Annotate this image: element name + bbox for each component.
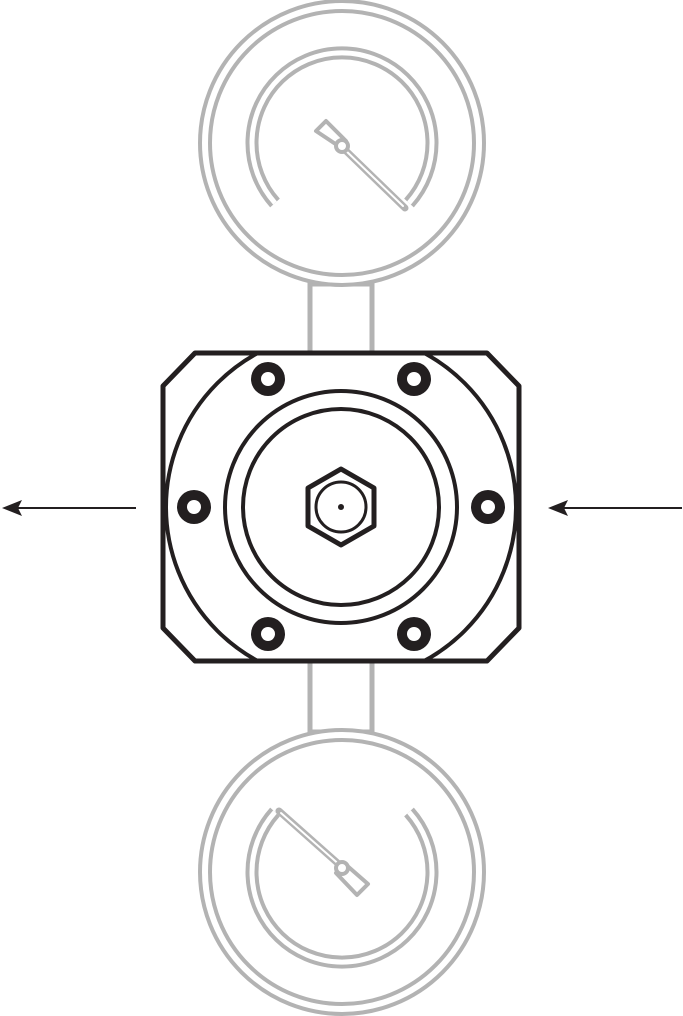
- bolt-icon: [251, 362, 285, 396]
- bonnet-inner-ring: [241, 407, 441, 607]
- outlet-pressure-gauge: [198, 728, 486, 1016]
- regulator-body: [160, 350, 522, 664]
- bolt-icon: [397, 362, 431, 396]
- bottom-gauge-stem: [307, 657, 375, 735]
- hex-nut-icon: [305, 466, 377, 548]
- bolt-icon: [397, 617, 431, 651]
- inlet-flow-arrow: [548, 500, 682, 516]
- flange-ring: [164, 353, 518, 661]
- bolt-icon: [251, 617, 285, 651]
- gauge-needle-icon: [275, 807, 370, 897]
- outlet-flow-arrow: [2, 500, 136, 516]
- gauge-needle-icon: [314, 119, 409, 212]
- inlet-pressure-gauge: [198, 0, 486, 287]
- top-gauge-stem: [307, 281, 375, 357]
- bonnet-outer-ring: [223, 389, 459, 625]
- bolt-icon: [471, 490, 505, 524]
- bolt-icon: [177, 490, 211, 524]
